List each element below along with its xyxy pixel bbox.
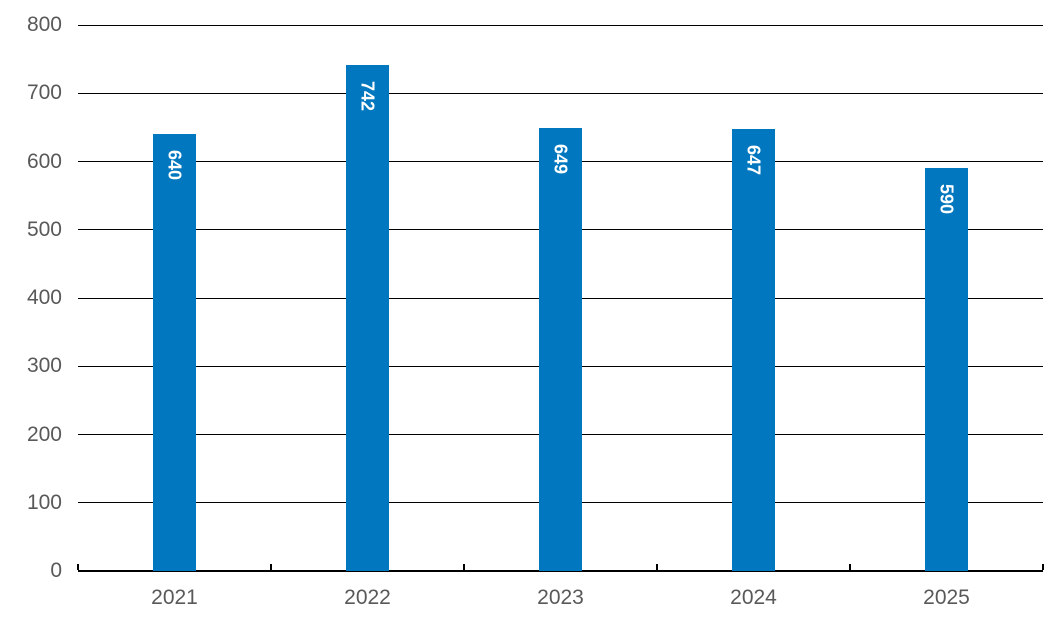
x-axis-category-label-2025: 2025 bbox=[923, 586, 970, 609]
x-axis-tick-mark bbox=[463, 564, 465, 570]
y-axis-tick-label: 300 bbox=[26, 354, 62, 378]
bar-value-label-2024: 647 bbox=[743, 145, 764, 176]
y-axis-tick-label: 100 bbox=[26, 490, 62, 514]
x-axis-tick-mark bbox=[270, 564, 272, 570]
bar-value-label-2023: 649 bbox=[550, 144, 571, 175]
bar-2023: 649 bbox=[539, 128, 582, 571]
x-axis-category-label-2022: 2022 bbox=[344, 586, 391, 609]
bar-value-label-2022: 742 bbox=[357, 80, 378, 111]
y-axis-tick-label: 800 bbox=[26, 13, 62, 36]
y-axis-tick-label: 600 bbox=[26, 149, 62, 173]
bar-2025: 590 bbox=[925, 168, 968, 571]
x-axis-line bbox=[78, 570, 1043, 572]
bar-2021: 640 bbox=[153, 134, 196, 571]
y-axis-tick-label: 400 bbox=[26, 286, 62, 309]
bar-value-label-2021: 640 bbox=[164, 150, 185, 181]
x-axis-category-label-2021: 2021 bbox=[151, 586, 198, 609]
bar-2024: 647 bbox=[732, 129, 775, 571]
x-axis-tick-mark bbox=[849, 564, 851, 570]
y-gridline bbox=[78, 24, 1043, 26]
x-axis-tick-mark bbox=[1042, 564, 1044, 570]
bar-2022: 742 bbox=[346, 64, 389, 571]
y-axis-tick-label: 500 bbox=[26, 217, 62, 241]
bar-value-label-2025: 590 bbox=[936, 184, 957, 215]
x-axis-tick-mark bbox=[77, 564, 79, 570]
y-axis-tick-label: 700 bbox=[26, 81, 62, 105]
x-axis-category-label-2023: 2023 bbox=[537, 586, 584, 609]
x-axis-tick-mark bbox=[656, 564, 658, 570]
x-axis-category-label-2024: 2024 bbox=[730, 586, 777, 609]
y-gridline bbox=[78, 92, 1043, 94]
y-axis-tick-label: 200 bbox=[26, 422, 62, 446]
y-axis-tick-label: 0 bbox=[50, 559, 62, 582]
